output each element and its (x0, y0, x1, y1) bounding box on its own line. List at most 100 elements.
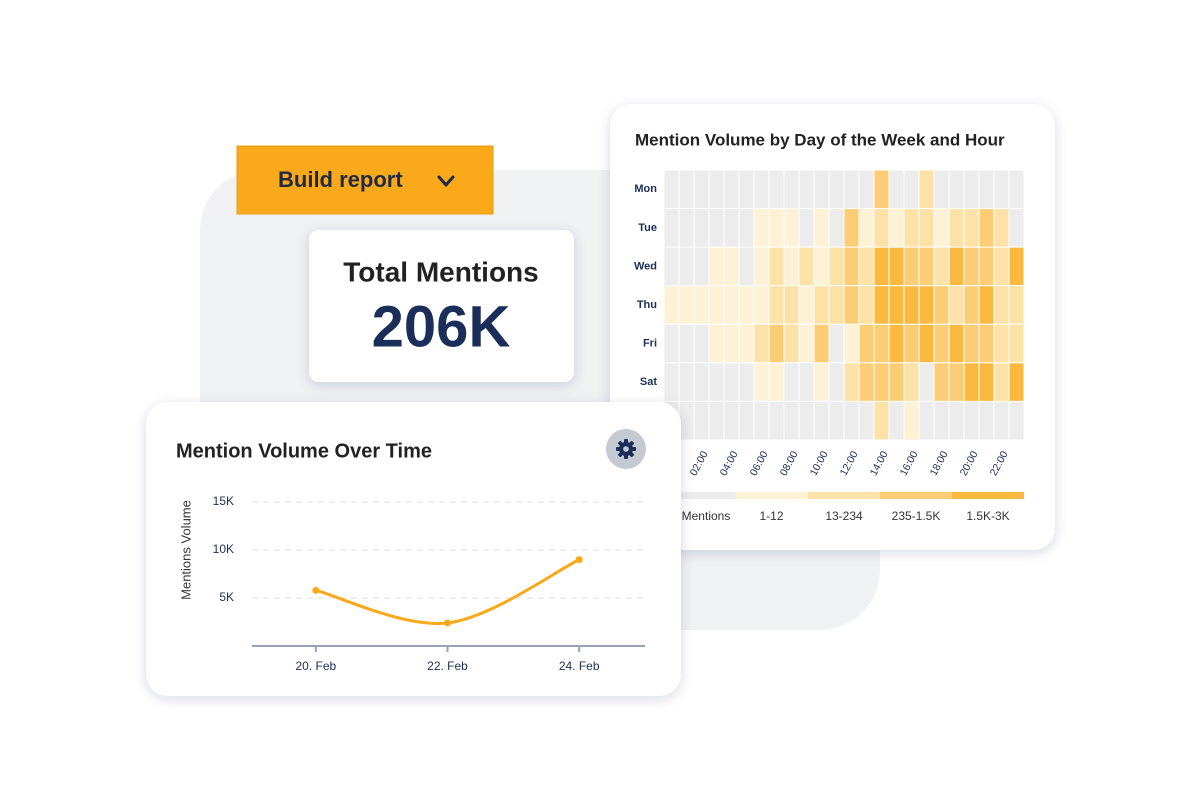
heatmap-cell (783, 285, 800, 325)
heatmap-cell (963, 208, 980, 248)
heatmap-cell (843, 323, 860, 364)
heatmap-cell (753, 362, 770, 402)
heatmap-cell (918, 246, 935, 287)
heatmap-cell (993, 285, 1010, 325)
button-label[interactable]: Build report (278, 167, 403, 192)
heatmap-cell (933, 362, 950, 402)
heatmap-cell (948, 285, 965, 325)
heatmap-cell (798, 362, 815, 402)
heatmap-cell (873, 285, 890, 325)
heatmap-cell (978, 362, 995, 402)
heatmap-cell (948, 362, 965, 402)
heatmap-cell (903, 169, 920, 210)
heatmap-cell (708, 362, 725, 402)
heatmap-cell (663, 169, 680, 210)
summary-title: Total Mentions (343, 256, 538, 287)
gear-hole[interactable] (623, 446, 629, 452)
heatmap-cell (993, 208, 1010, 248)
heatmap-cell (768, 362, 785, 402)
day-label: Mon (634, 183, 657, 195)
heatmap-cell (678, 285, 695, 325)
heatmap-cell (678, 323, 695, 364)
heatmap-cell (873, 208, 890, 248)
line-chart-card: Mention Volume Over Time Mentions Volume… (146, 402, 681, 696)
day-label: Tue (638, 222, 657, 234)
heatmap-cell (903, 285, 920, 325)
heatmap-cell (978, 323, 995, 364)
day-label: Fri (643, 337, 657, 349)
data-point (312, 586, 320, 594)
heatmap-cell (1008, 169, 1025, 210)
x-tick-label: 24. Feb (559, 659, 600, 673)
chevron-icon[interactable] (437, 175, 455, 187)
x-tick-label: 22. Feb (427, 659, 468, 673)
heatmap-cell (828, 208, 845, 248)
heatmap-cell (708, 323, 725, 364)
heatmap-cell (708, 169, 725, 210)
heatmap-cell (948, 246, 965, 287)
heatmap-cell (918, 169, 935, 210)
gear-icon[interactable] (616, 439, 636, 459)
heatmap-cell (738, 285, 755, 325)
heatmap-cell (918, 362, 935, 402)
heatmap-cell (813, 169, 830, 210)
heatmap-cell (933, 285, 950, 325)
heatmap-cell (663, 246, 680, 287)
heatmap-cell (948, 323, 965, 364)
heatmap-cell (918, 285, 935, 325)
heatmap-cell (753, 169, 770, 210)
heatmap-cell (723, 285, 740, 325)
heatmap-cell (1008, 246, 1025, 287)
heatmap-cell (738, 323, 755, 364)
heatmap-cell (903, 323, 920, 364)
heatmap-cell (738, 246, 755, 287)
heatmap-cell (723, 362, 740, 402)
heatmap-cell (978, 169, 995, 210)
heatmap-cell (798, 400, 815, 441)
heatmap-cell (933, 208, 950, 248)
heatmap-cell (783, 400, 800, 441)
build-report-button[interactable]: Build report (236, 145, 494, 215)
heatmap-cell (963, 362, 980, 402)
heatmap-cell (993, 400, 1010, 441)
heatmap-cell (873, 362, 890, 402)
heatmap-cell (843, 285, 860, 325)
heatmap-cell (933, 323, 950, 364)
heatmap-cell (978, 208, 995, 248)
heatmap-cell (678, 362, 695, 402)
heatmap-cell (663, 323, 680, 364)
heatmap-cell (888, 323, 905, 364)
heatmap-cell (753, 246, 770, 287)
heatmap-cell (663, 362, 680, 402)
heatmap-cell (738, 169, 755, 210)
settings-button[interactable] (606, 429, 646, 469)
heatmap-cell (813, 208, 830, 248)
heatmap-cell (903, 362, 920, 402)
heatmap-cell (963, 400, 980, 441)
heatmap-cell (948, 400, 965, 441)
heatmap-cell (903, 400, 920, 441)
heatmap-cell (963, 169, 980, 210)
heatmap-cell (693, 323, 710, 364)
heatmap-cell (813, 323, 830, 364)
line-chart-title: Mention Volume Over Time (176, 440, 432, 462)
heatmap-cell (858, 400, 875, 441)
heatmap-cell (723, 208, 740, 248)
heatmap-cell (753, 208, 770, 248)
summary-card: Total Mentions 206K (309, 230, 574, 382)
heatmap-cell (858, 169, 875, 210)
heatmap-cell (993, 362, 1010, 402)
heatmap-cell (753, 285, 770, 325)
heatmap-cell (663, 285, 680, 325)
heatmap-cell (783, 246, 800, 287)
heatmap-cell (993, 323, 1010, 364)
heatmap-cell (798, 246, 815, 287)
heatmap-cell (738, 362, 755, 402)
heatmap-cell (783, 208, 800, 248)
heatmap-cell (678, 400, 695, 441)
x-tick-label: 20. Feb (295, 659, 336, 673)
heatmap-cell (858, 323, 875, 364)
y-tick-label: 10K (213, 542, 234, 556)
heatmap-cell (888, 285, 905, 325)
